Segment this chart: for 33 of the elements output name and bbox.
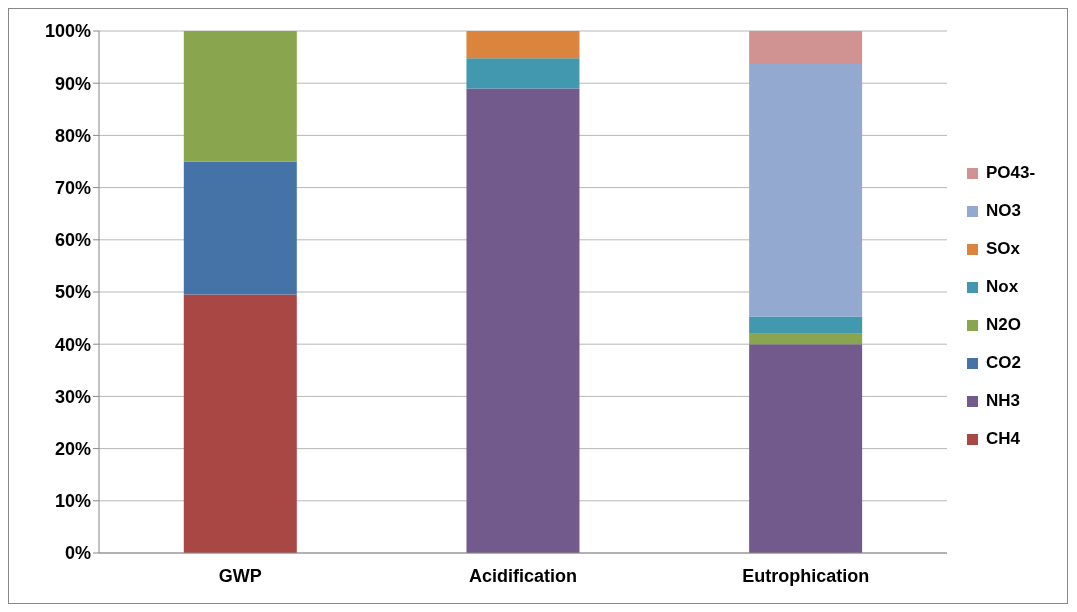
x-tick-label: GWP [218, 565, 262, 586]
bar [749, 344, 863, 553]
bar [466, 88, 580, 553]
legend-label: CH4 [986, 429, 1021, 449]
legend-label: NO3 [986, 201, 1021, 221]
bar [749, 63, 863, 317]
y-tick-label: 100% [44, 21, 91, 42]
legend-label: SOx [986, 239, 1021, 259]
bar [183, 161, 297, 295]
legend-label: PO43- [986, 163, 1036, 183]
legend-label: NH3 [986, 391, 1021, 411]
legend-label: CO2 [986, 353, 1021, 373]
y-tick-label: 60% [54, 230, 91, 251]
bar [466, 58, 580, 89]
y-tick-label: 0% [64, 543, 91, 564]
y-tick-label: 90% [54, 73, 91, 94]
x-tick-label: Acidification [468, 565, 578, 586]
y-tick-label: 10% [54, 491, 91, 512]
x-tick-label: Eutrophication [742, 565, 870, 586]
bar [749, 31, 863, 64]
bar [749, 316, 863, 334]
y-tick-label: 30% [54, 386, 91, 407]
bar [749, 333, 863, 345]
bar [183, 294, 297, 553]
bar [466, 31, 580, 59]
y-tick-label: 40% [54, 334, 91, 355]
legend-label: N2O [986, 315, 1021, 335]
y-tick-label: 70% [54, 177, 91, 198]
bar [183, 31, 297, 162]
y-tick-label: 80% [54, 125, 91, 146]
y-tick-label: 20% [54, 438, 91, 459]
y-tick-label: 50% [54, 282, 91, 303]
legend-label: Nox [986, 277, 1019, 297]
